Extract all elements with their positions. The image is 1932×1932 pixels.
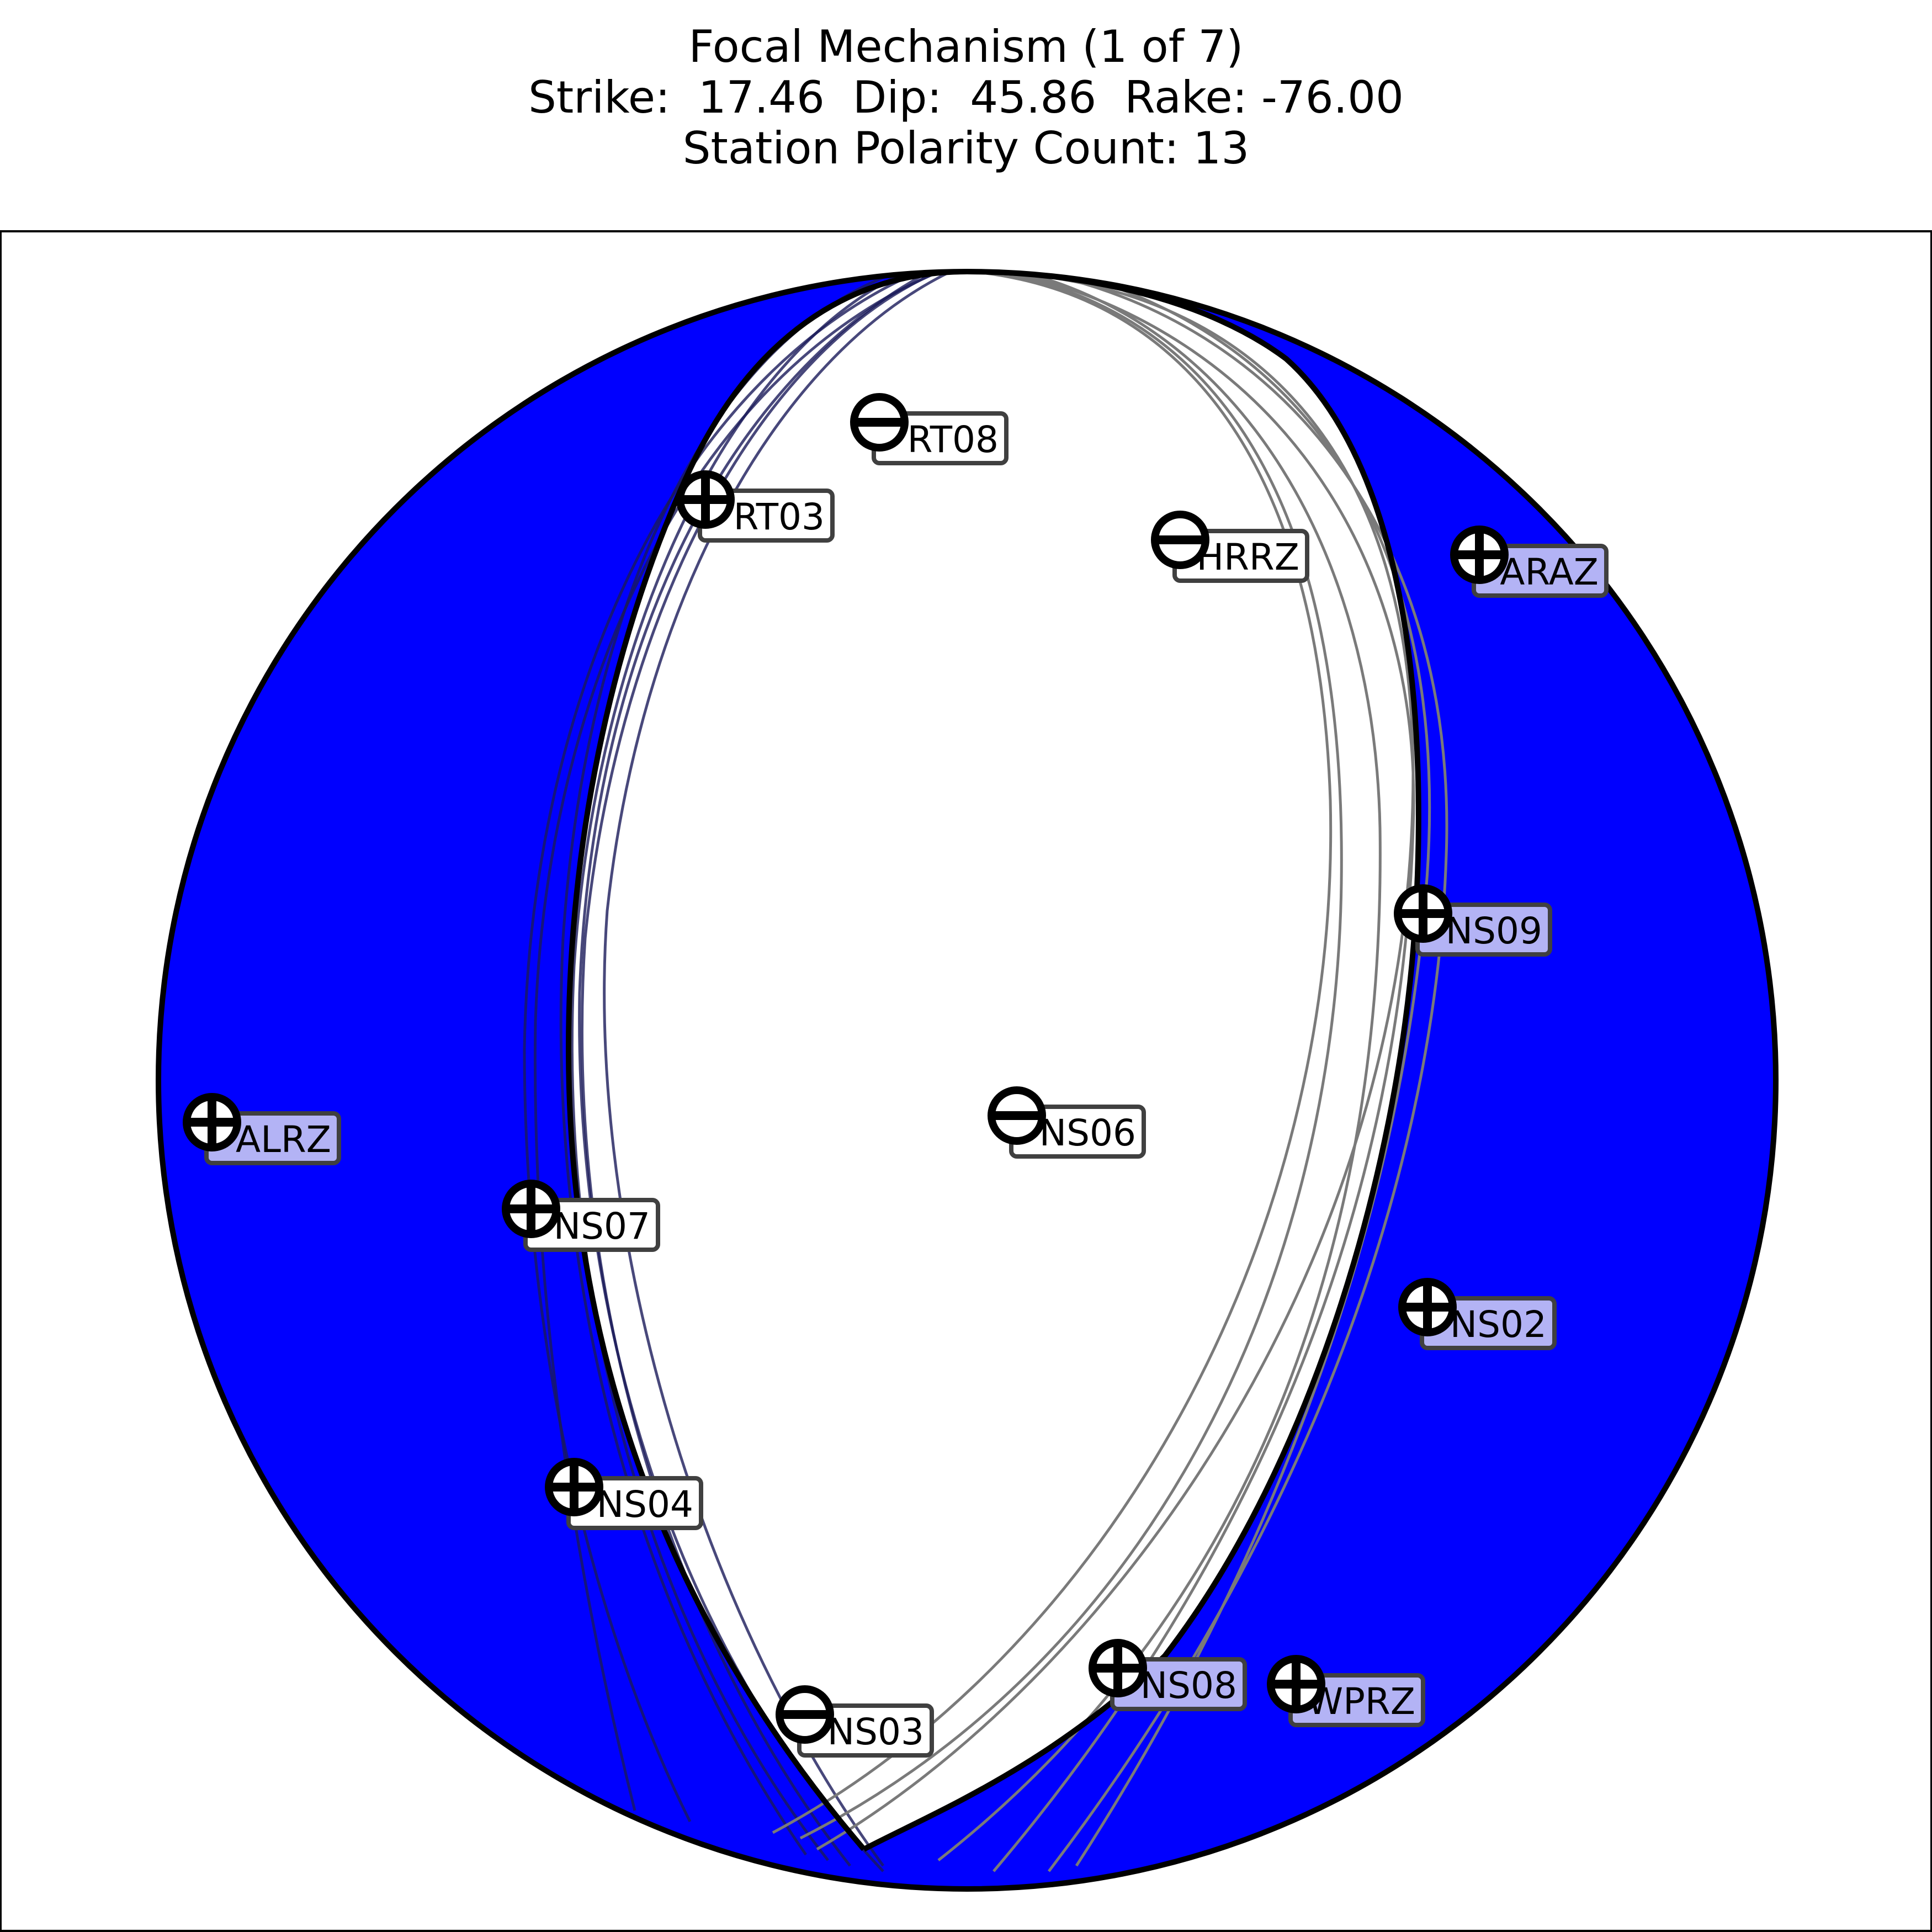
- station-label: RT08: [907, 418, 999, 461]
- station-ns08: NS08: [1089, 1639, 1247, 1711]
- alt-plane: [799, 272, 1343, 1840]
- alt-plane: [937, 272, 1382, 1861]
- station-label: NS08: [1140, 1664, 1237, 1707]
- station-hrrz: HRRZ: [1151, 511, 1309, 583]
- alt-plane: [533, 272, 939, 1811]
- station-ns02: NS02: [1398, 1278, 1557, 1350]
- station-label: NS04: [597, 1483, 693, 1526]
- alt-plane: [578, 272, 928, 1872]
- station-alrz: ALRZ: [183, 1093, 341, 1165]
- station-label: NS06: [1039, 1112, 1136, 1154]
- station-label: HRRZ: [1196, 536, 1299, 578]
- station-polarities: RT08 RT03 HRRZ ARAZ NS09 ALRZ NS06 NS07 NS02 NS04…: [183, 393, 1609, 1758]
- title-line-polarity-count: Station Polarity Count: 13: [682, 123, 1250, 174]
- station-ns09: NS09: [1394, 884, 1552, 957]
- station-ns04: NS04: [545, 1458, 703, 1530]
- title-line-strike-dip-rake: Strike: 17.46 Dip: 45.86 Rake: -76.00: [528, 72, 1404, 123]
- station-araz: ARAZ: [1450, 526, 1609, 598]
- station-wprz: WPRZ: [1267, 1655, 1425, 1727]
- nodal-plane-east: [862, 272, 1421, 1852]
- station-ns06: NS06: [988, 1086, 1146, 1159]
- station-ns03: NS03: [776, 1685, 934, 1758]
- station-label: NS02: [1450, 1303, 1547, 1346]
- title-block: Focal Mechanism (1 of 7) Strike: 17.46 D…: [0, 0, 1932, 221]
- alt-plane: [603, 272, 951, 1867]
- alt-plane: [523, 272, 917, 1823]
- station-label: NS09: [1446, 910, 1542, 952]
- beachball-outline: [156, 269, 1779, 1892]
- station-ns07: NS07: [502, 1180, 660, 1252]
- station-label: ARAZ: [1500, 551, 1599, 593]
- station-rt08: RT08: [850, 393, 1009, 465]
- beachball: [158, 272, 1776, 1889]
- station-rt03: RT03: [676, 470, 835, 543]
- alt-plane: [772, 272, 1333, 1834]
- station-label: NS03: [827, 1711, 924, 1753]
- title-line-mechanism: Focal Mechanism (1 of 7): [688, 21, 1244, 72]
- station-label: RT03: [734, 496, 825, 538]
- station-label: NS07: [554, 1205, 650, 1248]
- dilatation-region: [569, 272, 1419, 1849]
- axes-frame: [0, 230, 1932, 1932]
- station-label: ALRZ: [236, 1118, 331, 1161]
